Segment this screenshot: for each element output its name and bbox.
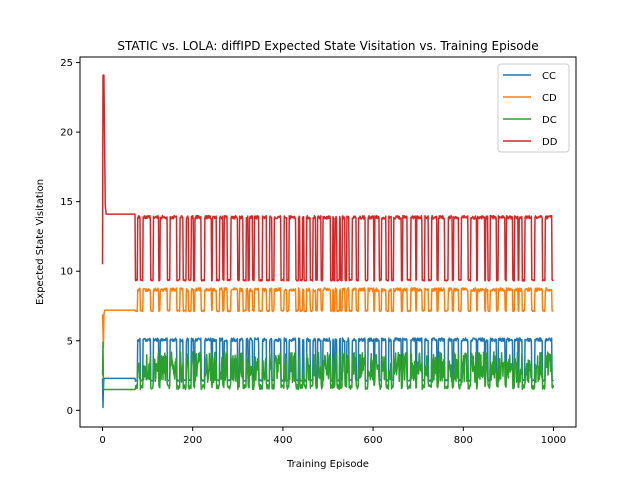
y-tick-label: 25	[60, 58, 73, 69]
legend-label-cd: CD	[542, 93, 557, 104]
chart-title: STATIC vs. LOLA: diffIPD Expected State …	[117, 39, 538, 53]
x-tick-label: 600	[364, 435, 383, 446]
plot-area	[79, 56, 577, 428]
y-tick-label: 15	[60, 197, 73, 208]
series-line-dc	[101, 341, 555, 391]
x-tick-label: 0	[99, 435, 105, 446]
legend-label-dc: DC	[542, 115, 557, 126]
legend-box	[497, 63, 570, 153]
x-tick-label: 1000	[541, 435, 566, 446]
x-axis: 0 200 400 600 800 1000	[99, 427, 566, 446]
x-axis-label: Training Episode	[286, 459, 369, 470]
series-line-dd	[101, 74, 555, 282]
legend-label-dd: DD	[542, 137, 558, 148]
legend-label-cc: CC	[542, 71, 556, 82]
x-tick-label: 200	[183, 435, 202, 446]
y-tick-label: 20	[60, 128, 73, 139]
series-layer	[101, 74, 555, 409]
plot-frame	[79, 56, 577, 428]
y-tick-label: 5	[67, 336, 73, 347]
legend: CC CD DC DD	[497, 63, 570, 153]
y-axis: 0 5 10 15 20 25	[60, 58, 80, 417]
series-line-cc	[101, 337, 555, 409]
x-tick-label: 800	[454, 435, 473, 446]
x-tick-label: 400	[273, 435, 292, 446]
y-axis-label: Expected State Visitation	[35, 179, 46, 305]
y-tick-label: 0	[67, 406, 73, 417]
y-tick-label: 10	[60, 267, 73, 278]
series-line-cd	[101, 287, 554, 349]
